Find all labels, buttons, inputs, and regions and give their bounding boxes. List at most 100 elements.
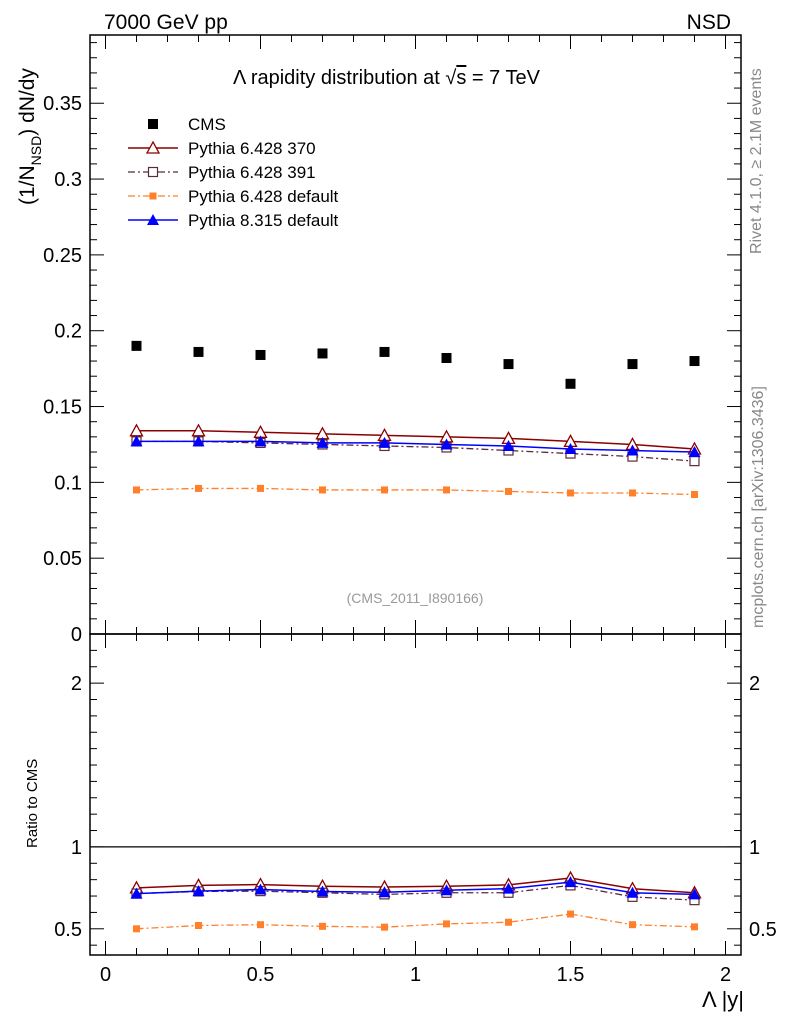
- data-point: [627, 359, 638, 370]
- main-y-tick-label: 0.3: [54, 169, 82, 191]
- data-point: [626, 444, 639, 456]
- ratio-y-tick-label-right: 0.5: [749, 919, 777, 941]
- ratio-point: [254, 883, 267, 895]
- ratio-series-pythia-6-428-370: [129, 870, 702, 899]
- x-tick-labels: 0 0.5 1 1.5 2: [100, 964, 731, 986]
- data-point: [688, 446, 701, 458]
- main-series-group: [129, 340, 702, 498]
- ratio-point: [440, 884, 453, 896]
- data-point: [629, 489, 636, 497]
- main-y-tick-label: 0: [71, 624, 82, 646]
- x-tick-label: 1.5: [557, 964, 585, 986]
- main-y-tick-label: 0.35: [43, 93, 82, 115]
- data-point: [689, 456, 700, 467]
- ratio-y-axis-label: Ratio to CMS: [24, 759, 41, 848]
- ratio-line-pythia-8-315-default: [136, 881, 695, 896]
- ratio-point: [257, 921, 264, 929]
- main-y-axis-label: (1/NNSD) dN/dy: [16, 68, 44, 205]
- legend-marker: [149, 192, 157, 200]
- data-point: [317, 348, 328, 359]
- main-y-tick-labels: 0 0.05 0.1 0.15 0.2 0.25 0.3 0.35: [43, 93, 82, 646]
- ratio-point: [381, 923, 388, 931]
- ratio-y-tick-label-left: 1: [71, 837, 82, 859]
- ratio-point: [130, 887, 143, 899]
- header-left: 7000 GeV pp: [104, 11, 228, 34]
- main-title: Λ rapidity distribution at √s = 7 TeV: [233, 67, 541, 89]
- data-point: [691, 490, 698, 498]
- x-axis-label: Λ |y|: [702, 987, 744, 1012]
- ratio-y-tick-labels: 0.5 0.5 1 1 2 2: [54, 673, 777, 941]
- series-pythia-8-315-default: [130, 435, 701, 458]
- ratio-y-tick-label-left: 2: [71, 673, 82, 695]
- ratio-line-pythia-6-428-370: [136, 877, 695, 894]
- ratio-point: [629, 921, 636, 929]
- main-y-tick-label: 0.1: [54, 472, 82, 494]
- x-tick-label: 1: [410, 964, 421, 986]
- x-tick-label: 2: [720, 964, 731, 986]
- series-line-pythia-8-315-default: [136, 440, 695, 453]
- analysis-id-label: (CMS_2011_I890166): [347, 590, 484, 606]
- series-line-pythia-6-428-default: [136, 487, 695, 496]
- data-point: [254, 435, 267, 447]
- legend-item-pythia-6-428-391: Pythia 6.428 391: [128, 163, 316, 182]
- ratio-series-pythia-6-428-default: [133, 910, 698, 933]
- ratio-series-pythia-8-315-default: [130, 876, 701, 900]
- data-point: [379, 346, 390, 357]
- data-point: [257, 484, 264, 492]
- data-point: [192, 435, 205, 447]
- data-point: [316, 436, 329, 448]
- data-point: [319, 486, 326, 494]
- main-y-tick-label: 0.2: [54, 321, 82, 343]
- main-y-tick-label: 0.15: [43, 397, 82, 419]
- series-pythia-6-428-default: [133, 484, 698, 498]
- ratio-point: [626, 886, 639, 898]
- ratio-y-tick-label-right: 2: [749, 673, 760, 695]
- ratio-point: [195, 922, 202, 930]
- ratio-point: [319, 922, 326, 930]
- data-point: [567, 489, 574, 497]
- data-point: [378, 436, 391, 448]
- data-point: [193, 346, 204, 357]
- data-point: [443, 486, 450, 494]
- ratio-point: [505, 918, 512, 926]
- data-point: [131, 340, 142, 351]
- legend-label: Pythia 6.428 370: [188, 139, 316, 158]
- data-point: [133, 486, 140, 494]
- rivet-version-label: Rivet 4.1.0, ≥ 2.1M events: [748, 68, 765, 254]
- header-right: NSD: [687, 11, 731, 34]
- data-point: [502, 439, 515, 451]
- legend: CMS Pythia 6.428 370 Pythia 6.428 391 Pythi…: [128, 115, 339, 230]
- ratio-point: [443, 920, 450, 928]
- data-point: [130, 435, 143, 447]
- ratio-y-tick-label-right: 1: [749, 837, 760, 859]
- legend-label: Pythia 6.428 391: [188, 163, 316, 182]
- legend-marker: [147, 214, 159, 225]
- data-point: [195, 484, 202, 492]
- x-tick-label: 0.5: [247, 964, 275, 986]
- legend-marker: [147, 166, 159, 178]
- legend-item-cms: CMS: [148, 115, 226, 134]
- legend-item-pythia-6-428-default: Pythia 6.428 default: [128, 187, 339, 206]
- ratio-point: [192, 885, 205, 897]
- series-line-pythia-6-428-391: [136, 440, 695, 462]
- mcplots-label: mcplots.cern.ch [arXiv:1306.3436]: [750, 386, 767, 628]
- ratio-series-group: [129, 870, 702, 933]
- data-point: [441, 353, 452, 364]
- data-point: [255, 349, 266, 360]
- ratio-panel-frame: [89, 633, 742, 956]
- ratio-point: [691, 923, 698, 931]
- series-cms: [131, 340, 700, 389]
- ratio-line-pythia-6-428-default: [136, 913, 695, 930]
- ratio-point: [567, 910, 574, 918]
- ratio-point: [378, 886, 391, 898]
- series-line-pythia-6-428-370: [136, 430, 695, 450]
- ratio-point: [564, 876, 577, 888]
- ratio-point: [316, 885, 329, 897]
- data-point: [564, 442, 577, 454]
- main-y-tick-label: 0.25: [43, 245, 82, 267]
- ratio-point: [133, 925, 140, 933]
- data-point: [505, 487, 512, 495]
- x-tick-label: 0: [100, 964, 111, 986]
- legend-label: Pythia 8.315 default: [188, 211, 339, 230]
